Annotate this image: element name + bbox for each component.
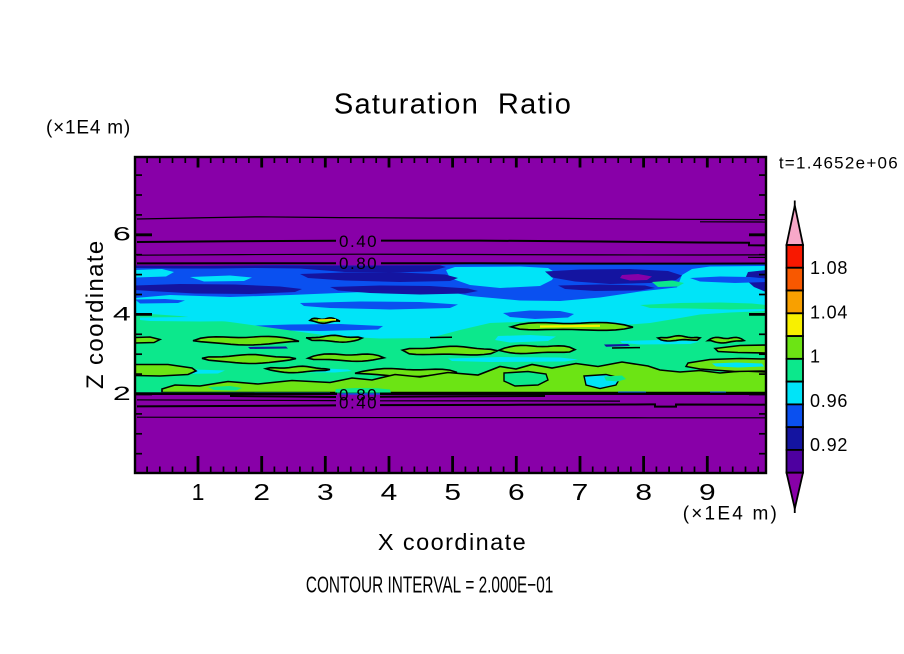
svg-text:9: 9	[699, 479, 716, 505]
svg-text:2: 2	[253, 479, 270, 505]
svg-text:0.40: 0.40	[339, 232, 378, 251]
svg-text:0.40: 0.40	[339, 394, 378, 413]
svg-text:0.92: 0.92	[810, 435, 848, 455]
svg-text:0.80: 0.80	[339, 254, 378, 273]
svg-text:2: 2	[113, 382, 131, 404]
svg-text:1.08: 1.08	[810, 258, 848, 278]
svg-text:1: 1	[192, 479, 205, 505]
svg-text:0.80: 0.80	[339, 386, 378, 405]
svg-text:6: 6	[508, 479, 525, 505]
svg-text:8: 8	[635, 479, 652, 505]
svg-text:0.96: 0.96	[810, 391, 848, 411]
svg-text:Z coordinate: Z coordinate	[82, 239, 109, 389]
svg-text:3: 3	[317, 479, 334, 505]
svg-text:CONTOUR INTERVAL = 2.000E−01: CONTOUR INTERVAL = 2.000E−01	[306, 571, 553, 597]
svg-text:7: 7	[572, 479, 589, 505]
svg-text:1.04: 1.04	[810, 302, 848, 322]
svg-text:t=1.4652e+06: t=1.4652e+06	[779, 154, 899, 173]
svg-text:4: 4	[381, 479, 398, 505]
svg-text:1: 1	[810, 347, 821, 367]
svg-text:(×1E4 m): (×1E4 m)	[683, 504, 779, 525]
svg-text:X coordinate: X coordinate	[378, 529, 527, 555]
svg-text:Saturation Ratio: Saturation Ratio	[334, 89, 572, 121]
svg-text:6: 6	[113, 223, 131, 245]
svg-text:(×1E4 m): (×1E4 m)	[46, 118, 131, 139]
svg-text:4: 4	[113, 303, 131, 325]
svg-text:5: 5	[444, 479, 461, 505]
